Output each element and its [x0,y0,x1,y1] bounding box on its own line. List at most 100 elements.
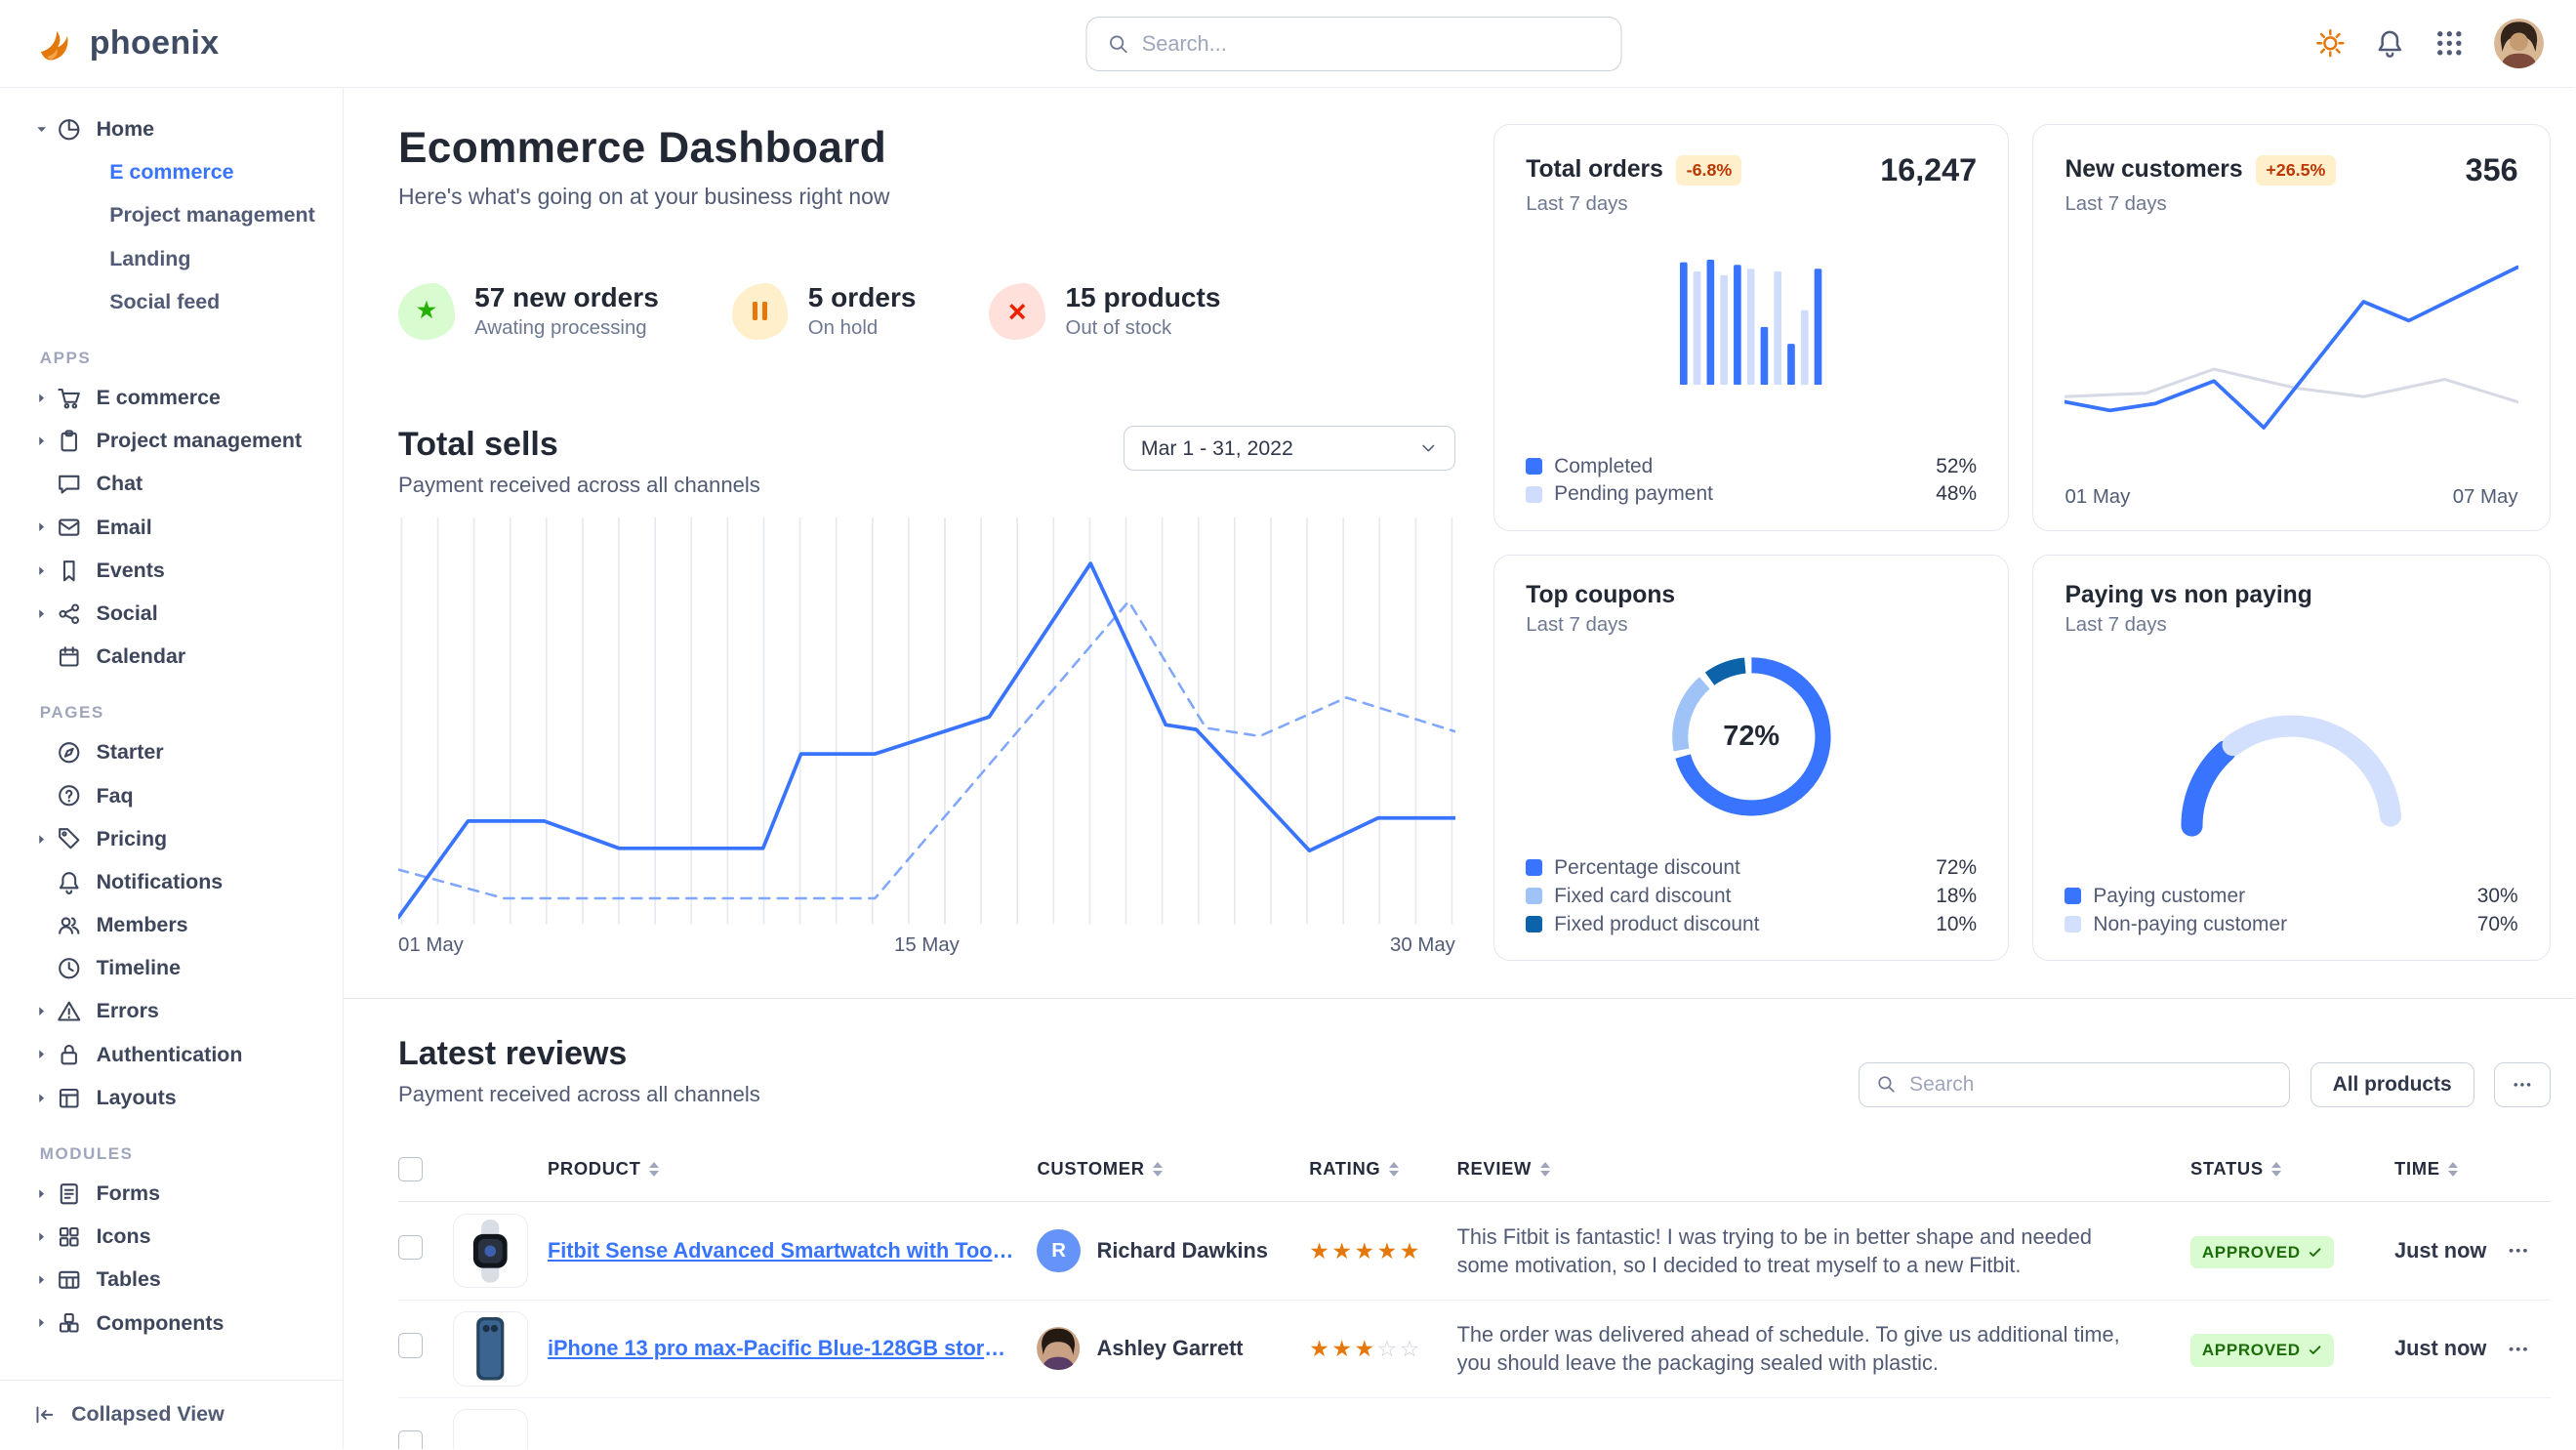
navbar-actions [2315,19,2545,69]
all-products-button[interactable]: All products [2310,1061,2474,1107]
sidebar-item-chat[interactable]: Chat [0,463,343,506]
rating-stars: ★★★★★ [1309,1237,1422,1264]
sidebar-item-notifications[interactable]: Notifications [0,860,343,903]
date-range-select[interactable]: Mar 1 - 31, 2022 [1123,426,1455,472]
sidebar: Home E commerce Project management Landing S… [0,88,344,1450]
column-header-product[interactable]: PRODUCT [548,1158,1038,1180]
sidebar-item-label: Timeline [96,956,182,980]
column-header-review[interactable]: REVIEW [1457,1158,2190,1180]
sidebar-item-calendar[interactable]: Calendar [0,636,343,679]
sidebar-item-errors[interactable]: Errors [0,990,343,1033]
paying-vs-non-paying-card: Paying vs non paying Last 7 days Paying … [2032,554,2551,962]
table-row: iPhone 13 pro max-Pacific Blue-128GB sto… [397,1301,2551,1399]
sidebar-item-home[interactable]: Home [0,107,343,150]
collapsed-view-toggle[interactable]: Collapsed View [0,1379,343,1449]
sidebar-item-forms[interactable]: Forms [0,1172,343,1215]
x-axis-label: 30 May [1389,933,1455,956]
sidebar-item-social[interactable]: Social [0,592,343,635]
product-link[interactable]: iPhone 13 pro max-Pacific Blue-128GB sto… [547,1336,1021,1361]
stat-on-hold: 5 orders On hold [731,282,916,340]
sidebar-item-layouts[interactable]: Layouts [0,1076,343,1119]
caret-right-icon [30,1004,54,1018]
user-avatar[interactable] [2494,19,2545,69]
legend-swatch [1526,458,1543,476]
sidebar-item-authentication[interactable]: Authentication [0,1033,343,1076]
sidebar-item-components[interactable]: Components [0,1302,343,1345]
column-header-rating[interactable]: RATING [1309,1158,1456,1180]
sidebar-item-label: Faq [96,783,134,808]
sidebar-item-landing[interactable]: Landing [109,246,191,270]
sidebar-item-e-commerce[interactable]: E commerce [109,160,234,185]
legend-item: Paying customer 30% [2065,882,2518,910]
legend-swatch [2065,888,2082,905]
column-header-time[interactable]: TIME [2394,1158,2506,1180]
sidebar-item-timeline[interactable]: Timeline [0,947,343,990]
bell-icon [57,870,82,895]
latest-reviews-title: Latest reviews [397,1035,628,1073]
clock-icon [57,956,82,981]
sidebar-item-label: Components [96,1310,225,1335]
search-input[interactable] [1141,30,1602,57]
review-text: This Fitbit is fantastic! I was trying t… [1456,1223,2093,1278]
sort-icon [649,1162,660,1177]
global-search[interactable] [1085,16,1622,71]
sidebar-item-project-management[interactable]: Project management [109,203,315,228]
legend-label: Percentage discount [1554,855,1740,879]
product-image[interactable] [453,1213,528,1289]
legend-item: Non-paying customer 70% [2065,910,2518,938]
row-actions-button[interactable] [2506,1337,2551,1362]
sidebar-item-tables[interactable]: Tables [0,1259,343,1302]
legend-swatch [1526,916,1543,933]
pie-chart-icon [57,117,82,143]
caret-right-icon [30,1047,54,1061]
total-sells-x-axis: 01 May 15 May 30 May [398,934,1455,957]
sidebar-item-label: Icons [96,1224,151,1249]
row-checkbox[interactable] [397,1333,424,1358]
stat-label: Awating processing [474,316,647,339]
row-checkbox[interactable] [397,1234,424,1261]
column-header-status[interactable]: STATUS [2190,1158,2394,1180]
sort-icon [1153,1162,1164,1177]
card-period: Last 7 days [1526,192,1628,215]
rating-stars: ★★★☆☆ [1309,1335,1422,1361]
sidebar-item-label: Forms [96,1181,160,1206]
select-all-checkbox[interactable] [397,1156,424,1182]
sidebar-item-pricing[interactable]: Pricing [0,817,343,860]
row-checkbox[interactable] [397,1430,424,1450]
product-link[interactable]: Fitbit Sense Advanced Smartwatch with To… [547,1238,1038,1264]
alert-icon [57,999,82,1024]
sidebar-item-icons[interactable]: Icons [0,1216,343,1259]
legend-value: 10% [1936,912,1978,935]
sidebar-item-members[interactable]: Members [0,903,343,946]
legend-value: 30% [2476,884,2518,907]
sidebar-item-email[interactable]: Email [0,506,343,549]
new-customers-value: 356 [2465,151,2518,187]
sidebar-section-apps: APPS [39,348,92,367]
theme-toggle-icon[interactable] [2315,28,2346,59]
notifications-bell-icon[interactable] [2375,28,2405,59]
legend-item: Pending payment 48% [1526,480,1977,509]
sidebar-item-events[interactable]: Events [0,549,343,592]
column-header-customer[interactable]: CUSTOMER [1037,1158,1309,1180]
apps-grid-icon[interactable] [2434,28,2465,59]
reviews-search[interactable] [1859,1061,2291,1107]
sidebar-item-faq[interactable]: Faq [0,774,343,817]
reviews-search-input[interactable] [1909,1072,2273,1097]
sidebar-item-project-management[interactable]: Project management [0,420,343,463]
share-icon [57,601,82,627]
date-range-value: Mar 1 - 31, 2022 [1140,435,1293,460]
product-image[interactable] [453,1311,528,1387]
sidebar-item-starter[interactable]: Starter [0,731,343,774]
reviews-more-button[interactable] [2494,1061,2551,1107]
chevron-down-icon [1419,439,1438,458]
stat-value: 57 new orders [474,282,659,313]
legend-item: Fixed card discount 18% [1526,882,1977,910]
sidebar-item-e-commerce[interactable]: E commerce [0,376,343,419]
row-actions-button[interactable] [2506,1238,2551,1264]
legend-swatch [1526,485,1543,503]
review-text: The order was delivered ahead of schedul… [1456,1322,2120,1376]
sidebar-item-social-feed[interactable]: Social feed [109,289,221,313]
status-badge: APPROVED [2189,1334,2334,1367]
brand-logo[interactable]: phoenix [31,21,219,66]
